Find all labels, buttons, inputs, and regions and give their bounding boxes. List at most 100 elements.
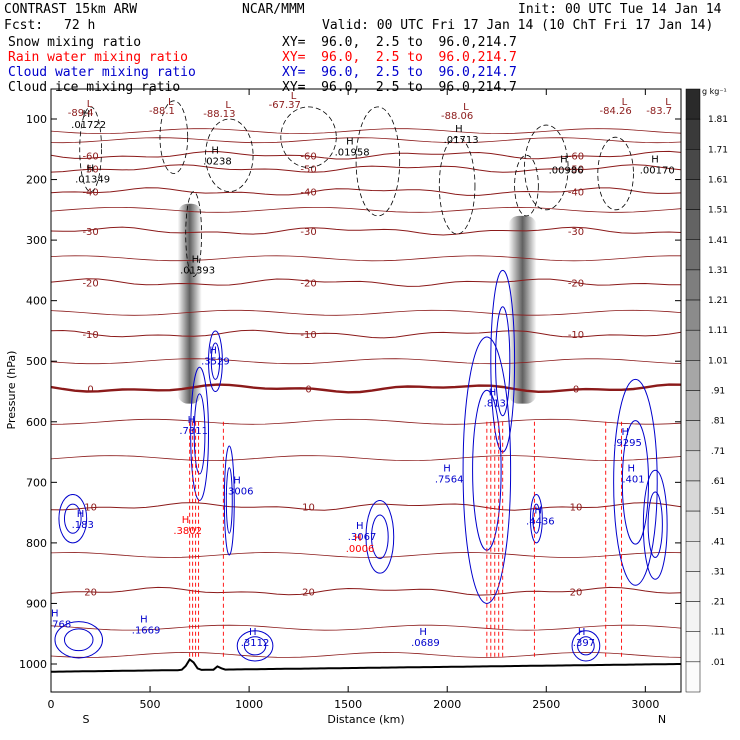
cloud-water-contour xyxy=(243,636,267,656)
cloud-water-contour xyxy=(208,330,223,393)
cloud-water-contour xyxy=(54,621,104,659)
plot-frame xyxy=(50,88,682,693)
rain-max-label: .0006 xyxy=(346,544,375,555)
temperature-low-marker: L xyxy=(225,100,231,111)
field-name-rain: Rain water mixing ratio xyxy=(8,50,189,65)
temperature-low-marker: L xyxy=(87,99,93,110)
temperature-low-marker: L xyxy=(665,97,671,108)
isotherm-label: -40 xyxy=(82,188,98,199)
field-xy-rain: XY= 96.0, 2.5 to 96.0,214.7 xyxy=(282,50,517,65)
temperature-low-label: -88.1 xyxy=(149,106,175,117)
y-tick-label: 300 xyxy=(26,234,47,247)
colorbar-label: .61 xyxy=(711,477,725,487)
temperature-low-label: -83.7 xyxy=(646,106,672,117)
x-tick-label: 0 xyxy=(48,698,55,711)
cloud-water-contour xyxy=(63,503,82,534)
colorbar-label: .11 xyxy=(711,628,725,638)
y-tick-label: 500 xyxy=(26,355,47,368)
colorbar-swatch xyxy=(685,390,701,421)
isotherm-label: -20 xyxy=(82,279,98,290)
cloud-ice-max-label: .00986 xyxy=(549,166,584,177)
cloud-water-max-label-marker: H xyxy=(51,609,59,620)
cloud-water-contour xyxy=(190,366,209,501)
y-tick-label: 400 xyxy=(26,295,47,308)
colorbar-swatch xyxy=(685,360,701,391)
isotherm-line xyxy=(51,150,681,160)
isotherm-line xyxy=(51,383,681,394)
cloud-water-contour xyxy=(210,342,221,380)
colorbar-swatch xyxy=(685,239,701,271)
cloud-ice-contour xyxy=(280,106,337,168)
cloud-ice-contour xyxy=(185,191,202,277)
field-name-cloud-ice: Cloud ice mixing ratio xyxy=(8,80,181,95)
cloud-ice-contour xyxy=(159,100,189,174)
field-name-cloud-water: Cloud water mixing ratio xyxy=(8,65,196,80)
cloud-water-contour xyxy=(647,491,663,558)
colorbar-swatch xyxy=(685,209,701,241)
isotherm-line xyxy=(51,502,681,511)
colorbar-swatch xyxy=(685,450,701,482)
cloud-water-max-label: .2768 xyxy=(43,620,72,631)
cloud-water-max-label: .3006 xyxy=(225,486,254,497)
valid-label: Valid: 00 UTC Fri 17 Jan 14 (10 ChT Fri … xyxy=(322,18,714,33)
cloud-water-max-label-marker: H xyxy=(419,627,427,638)
cloud-water-max-label-marker: H xyxy=(622,427,630,438)
snow-shading xyxy=(508,215,537,404)
isotherm-line xyxy=(51,418,681,425)
cloud-water-max-label: .4436 xyxy=(526,517,555,528)
isotherm-line xyxy=(51,278,681,287)
x-tick-label: 3000 xyxy=(631,698,659,711)
isotherm-label: -60 xyxy=(300,151,316,162)
isotherm-line xyxy=(51,455,681,462)
isotherm-line xyxy=(51,137,681,144)
isotherm-line xyxy=(51,651,681,658)
field-xy-cloud-ice: XY= 96.0, 2.5 to 96.0,214.7 xyxy=(282,80,517,95)
isotherm-line xyxy=(51,552,681,558)
isotherm-line xyxy=(51,329,681,339)
rain-max-label: .3802 xyxy=(173,526,202,537)
isotherm-label: 0 xyxy=(573,384,579,395)
temperature-low-label: -89.4 xyxy=(68,108,94,119)
isotherm-label: -50 xyxy=(300,165,316,176)
isotherm-label: 20 xyxy=(84,587,97,598)
field-xy-snow: XY= 96.0, 2.5 to 96.0,214.7 xyxy=(282,35,517,50)
cloud-water-max-label-marker: H xyxy=(249,627,257,638)
colorbar-label: 1.21 xyxy=(708,296,728,306)
x-tick-label: 1500 xyxy=(334,698,362,711)
isotherm-line xyxy=(51,164,681,173)
isotherm-label: 10 xyxy=(570,503,583,514)
cloud-water-max-label-marker: H xyxy=(209,345,217,356)
cloud-water-contour xyxy=(63,628,94,652)
colorbar-swatch xyxy=(685,88,701,120)
cloud-water-contour xyxy=(621,420,650,545)
isotherm-label: -10 xyxy=(300,330,316,341)
cloud-water-max-label-marker: H xyxy=(443,463,451,474)
cloud-ice-contour xyxy=(205,118,254,193)
colorbar-swatch xyxy=(685,601,701,632)
isotherm-line xyxy=(51,624,681,631)
cloud-water-max-label: .3112 xyxy=(241,638,270,649)
cloud-water-max-label-marker: H xyxy=(140,615,148,626)
y-tick-label: 700 xyxy=(26,476,47,489)
y-tick-label: 800 xyxy=(26,537,47,550)
cloud-water-max-label: .1669 xyxy=(132,626,161,637)
y-tick-label: 1000 xyxy=(19,658,47,671)
cloud-ice-contour xyxy=(79,106,102,193)
cloud-ice-max-label: .01713 xyxy=(444,135,479,146)
cloud-water-contour xyxy=(225,467,233,534)
cloud-ice-max-label: .01349 xyxy=(75,175,110,186)
field-xy-cloud-water: XY= 96.0, 2.5 to 96.0,214.7 xyxy=(282,65,517,80)
cloud-water-contour xyxy=(571,630,601,662)
colorbar-swatch xyxy=(685,661,701,693)
colorbar-swatch xyxy=(685,299,701,331)
isotherm-label: -10 xyxy=(82,330,98,341)
colorbar-swatch xyxy=(685,510,701,542)
colorbar-swatch xyxy=(685,179,701,210)
cloud-water-contour xyxy=(193,393,206,475)
colorbar-swatch xyxy=(685,149,701,180)
cloud-water-max-label: .7564 xyxy=(435,474,464,485)
cloud-water-max-label-marker: H xyxy=(188,415,196,426)
cloud-water-max-label: .3529 xyxy=(201,356,230,367)
model-title: CONTRAST 15km ARW xyxy=(4,2,138,17)
cloud-water-contour xyxy=(577,636,595,656)
